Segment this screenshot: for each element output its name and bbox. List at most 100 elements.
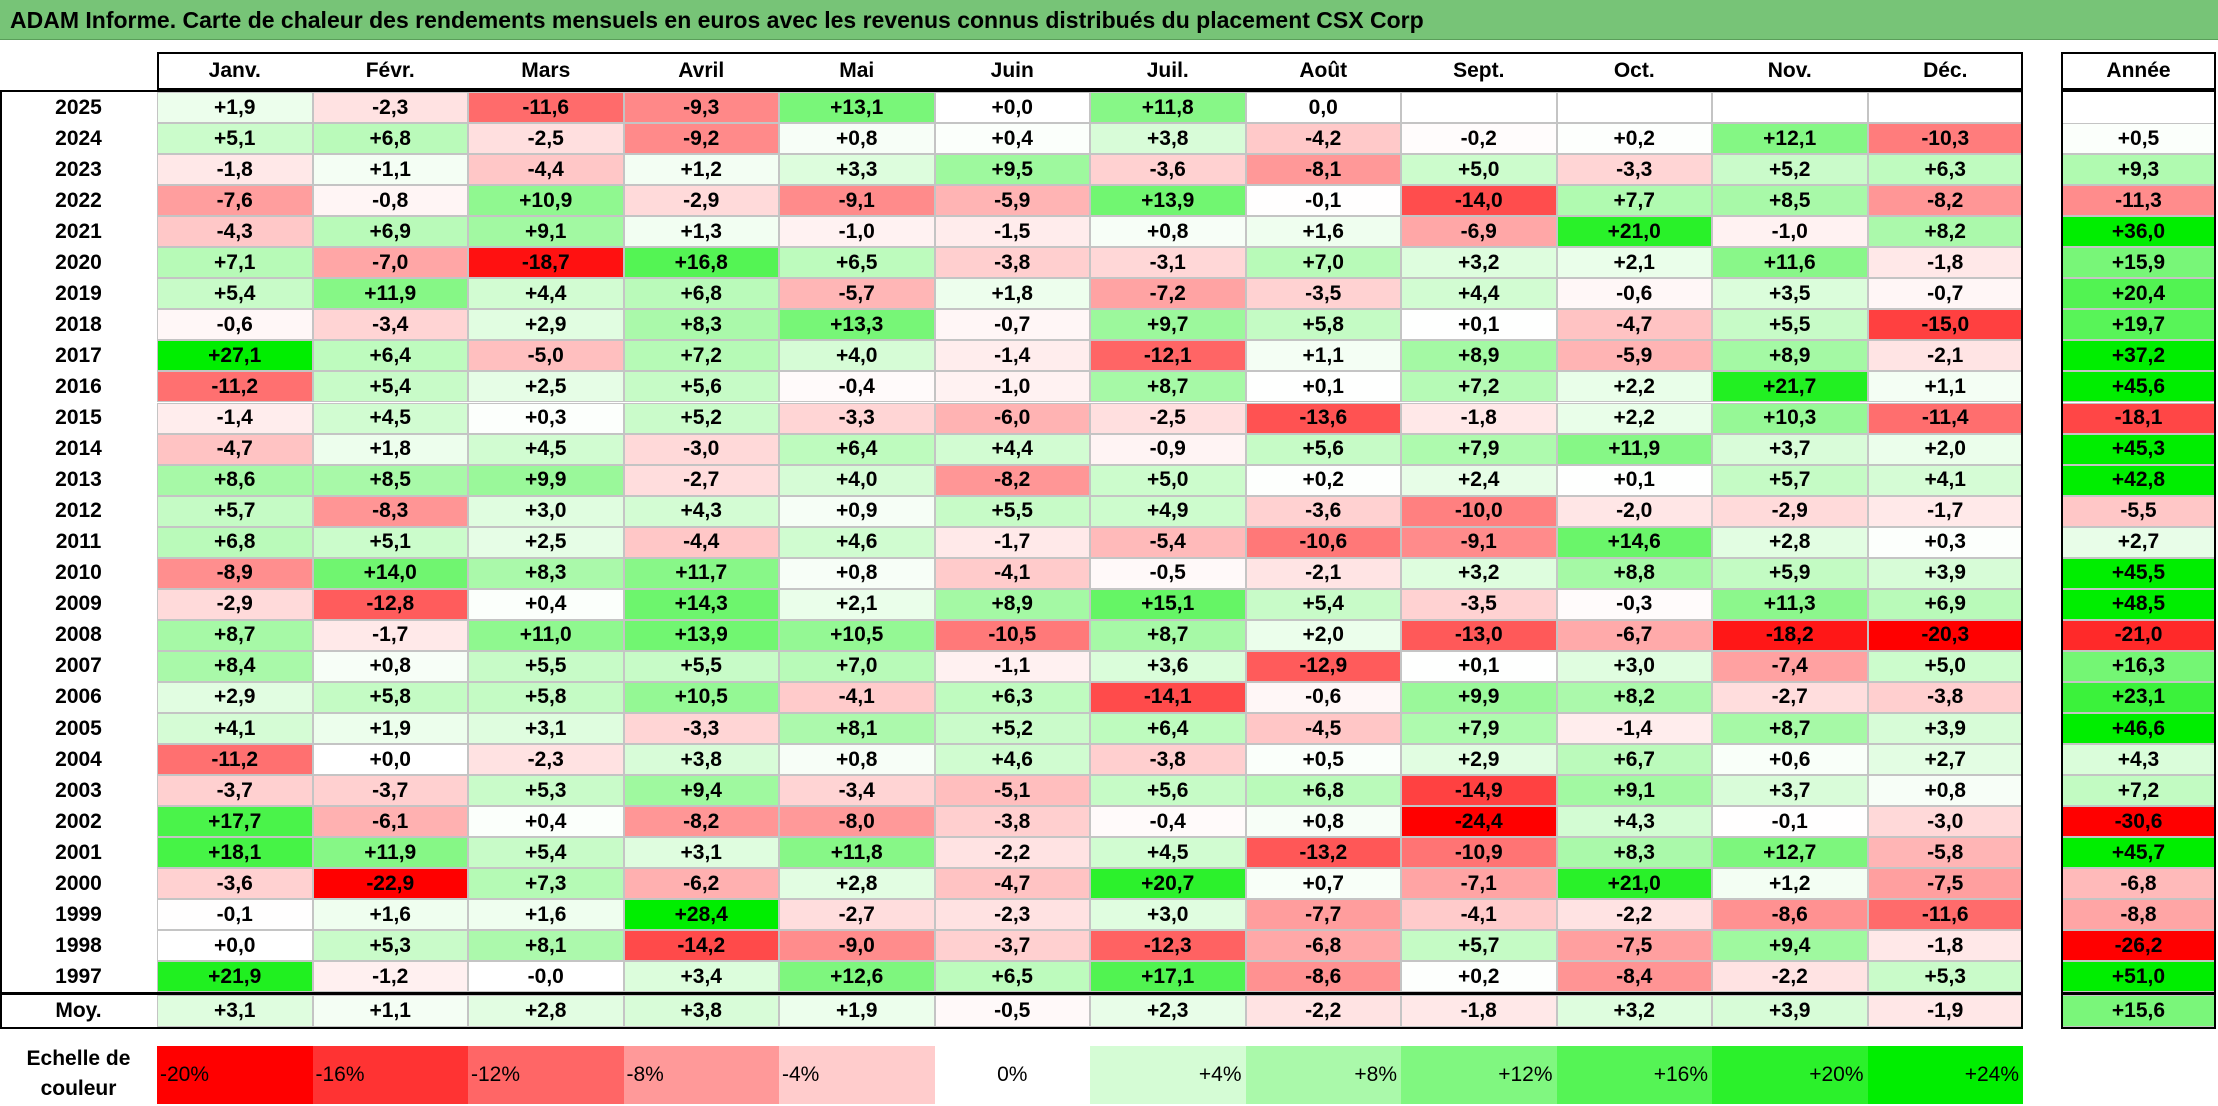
month-cell: -2,7 (1712, 681, 1868, 713)
month-cell: +0,2 (1556, 123, 1712, 155)
month-cell: +8,3 (468, 557, 624, 589)
annual-cell: +0,5 (2061, 123, 2216, 155)
annual-cell: +37,2 (2061, 340, 2216, 372)
month-cell: +4,0 (779, 464, 935, 496)
month-cell: +11,9 (312, 837, 468, 869)
month-cell: -1,0 (934, 371, 1090, 403)
month-cell: +10,9 (468, 185, 624, 217)
month-cell: -4,1 (1401, 899, 1557, 931)
annual-cell: +46,6 (2061, 713, 2216, 745)
month-cell: -9,2 (623, 123, 779, 155)
month-cell: -14,2 (623, 930, 779, 962)
year-label: 2023 (55, 157, 102, 181)
month-cell: -1,7 (934, 526, 1090, 558)
month-cell: +9,9 (468, 464, 624, 496)
month-cell: -3,4 (779, 775, 935, 807)
year-label: 2010 (55, 561, 102, 585)
month-cell: +5,0 (1090, 464, 1246, 496)
month-cell: +1,1 (1245, 340, 1401, 372)
month-header: Déc. (1923, 59, 1968, 82)
month-cell: -9,1 (1401, 526, 1557, 558)
month-cell: -4,2 (1245, 123, 1401, 155)
month-cell: +5,1 (312, 526, 468, 558)
month-header: Mai (839, 59, 875, 82)
month-cell: -3,5 (1245, 278, 1401, 310)
month-cell: +0,0 (157, 930, 313, 962)
table-body-frame (0, 90, 2023, 995)
month-cell: +16,8 (623, 247, 779, 279)
month-cell: -8,1 (1245, 154, 1401, 186)
month-cell: +27,1 (157, 340, 313, 372)
month-cell: -2,3 (312, 92, 468, 124)
month-cell: -2,3 (934, 899, 1090, 931)
month-cell: -0,1 (1245, 185, 1401, 217)
month-cell: +0,4 (468, 806, 624, 838)
month-cell: +2,1 (779, 588, 935, 620)
month-cell: +15,1 (1090, 588, 1246, 620)
month-cell: +0,1 (1401, 650, 1557, 682)
annual-cell: +16,3 (2061, 650, 2216, 682)
month-cell: -0,7 (934, 309, 1090, 341)
annual-cell: -11,3 (2061, 185, 2216, 217)
month-cell: +8,6 (157, 464, 313, 496)
annual-header-frame (2061, 52, 2216, 90)
month-cell: -6,9 (1401, 216, 1557, 248)
month-header: Juil. (1146, 59, 1189, 82)
month-cell: +3,2 (1401, 557, 1557, 589)
month-cell: -12,1 (1090, 340, 1246, 372)
month-cell: -11,2 (157, 744, 313, 776)
month-cell: -12,3 (1090, 930, 1246, 962)
month-cell: -6,7 (1556, 619, 1712, 651)
month-cell: +8,3 (1556, 837, 1712, 869)
month-cell: +3,0 (1090, 899, 1246, 931)
month-cell: -11,2 (157, 371, 313, 403)
month-cell: +3,1 (623, 837, 779, 869)
month-cell: +7,1 (157, 247, 313, 279)
month-cell: +3,6 (1090, 650, 1246, 682)
month-cell: -6,8 (1245, 930, 1401, 962)
month-cell: -4,7 (157, 433, 313, 465)
month-cell: -22,9 (312, 868, 468, 900)
month-cell: +5,8 (468, 681, 624, 713)
color-scale-step: 0% (934, 1046, 1090, 1104)
month-cell: -5,0 (468, 340, 624, 372)
month-cell: -3,3 (779, 402, 935, 434)
year-label: 2017 (55, 343, 102, 367)
month-cell: +0,1 (1245, 371, 1401, 403)
annual-cell: +36,0 (2061, 216, 2216, 248)
month-cell: +9,4 (1712, 930, 1868, 962)
month-cell: +6,3 (934, 681, 1090, 713)
month-cell: +5,7 (157, 495, 313, 527)
month-cell: +3,3 (779, 154, 935, 186)
year-column-header: Année (2106, 59, 2171, 82)
month-cell: +5,4 (1245, 588, 1401, 620)
month-cell: -3,3 (623, 713, 779, 745)
month-cell: -1,8 (1867, 247, 2023, 279)
month-cell: +2,9 (468, 309, 624, 341)
month-cell: -10,9 (1401, 837, 1557, 869)
month-cell: +2,2 (1556, 402, 1712, 434)
month-cell: +4,4 (468, 278, 624, 310)
month-cell: -3,6 (1090, 154, 1246, 186)
month-header: Sept. (1453, 59, 1505, 82)
month-cell: +0,7 (1245, 868, 1401, 900)
month-cell: -1,4 (934, 340, 1090, 372)
month-cell: +6,8 (312, 123, 468, 155)
month-header: Mars (521, 59, 571, 82)
year-label: 2021 (55, 219, 102, 243)
month-cell: +3,5 (1712, 278, 1868, 310)
month-cell: +5,3 (1867, 961, 2023, 993)
month-cell: +8,5 (312, 464, 468, 496)
color-scale-step: +4% (1090, 1046, 1246, 1104)
month-cell: +13,9 (1090, 185, 1246, 217)
year-label: 2009 (55, 592, 102, 616)
annual-cell: +48,5 (2061, 588, 2216, 620)
month-cell: +6,7 (1556, 744, 1712, 776)
month-cell: -4,7 (1556, 309, 1712, 341)
year-label: 2019 (55, 281, 102, 305)
month-cell: +28,4 (623, 899, 779, 931)
month-cell: -0,8 (312, 185, 468, 217)
month-cell: -1,5 (934, 216, 1090, 248)
month-cell: -1,1 (934, 650, 1090, 682)
annual-cell: +4,3 (2061, 744, 2216, 776)
